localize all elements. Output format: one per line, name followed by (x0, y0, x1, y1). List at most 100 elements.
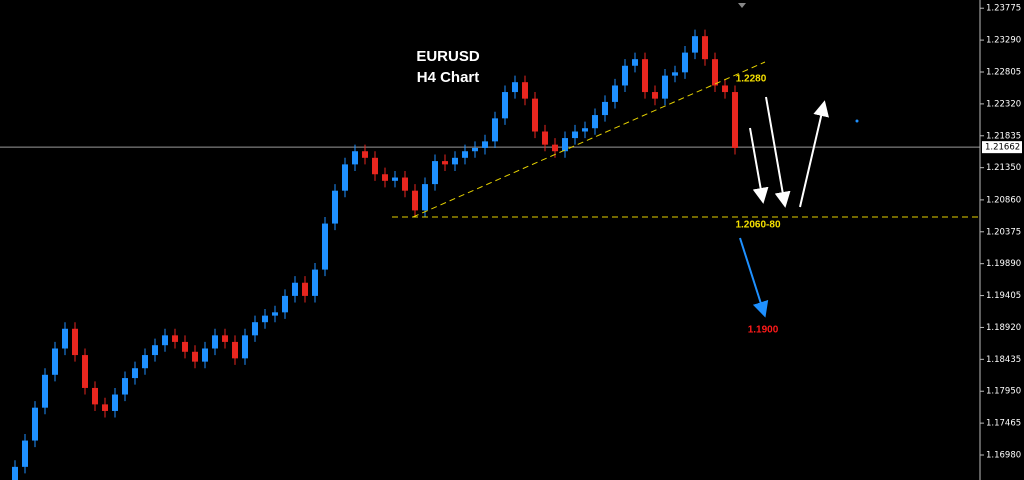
candle-body (52, 348, 58, 375)
chart-subtitle: H4 Chart (417, 69, 480, 86)
candle-body (562, 138, 568, 152)
candle-body (132, 368, 138, 379)
candle-body (412, 190, 418, 211)
candle-body (612, 85, 618, 102)
y-tick-label: 1.21835 (986, 131, 1021, 141)
candle-body (402, 177, 408, 191)
annotation: 1.2280 (736, 74, 767, 85)
candle-body (732, 92, 738, 148)
y-tick-label: 1.23775 (986, 4, 1021, 14)
candle-body (642, 59, 648, 93)
y-tick-label: 1.20860 (986, 195, 1021, 205)
arrow-down (765, 96, 791, 208)
candle-body (212, 335, 218, 349)
candle-body (682, 52, 688, 73)
candle-body (72, 328, 78, 356)
annotation: 1.2060-80 (735, 220, 780, 231)
candle-body (442, 161, 448, 165)
y-tick-label: 1.22805 (986, 68, 1021, 78)
candle-body (22, 440, 28, 467)
candle-body (672, 72, 678, 76)
y-tick-label: 1.22320 (986, 99, 1021, 109)
candle-body (592, 115, 598, 129)
shift-marker (738, 3, 746, 8)
y-tick-label: 1.19890 (986, 259, 1021, 269)
candle-body (282, 295, 288, 313)
candle-body (332, 190, 338, 224)
annotation: 1.1900 (748, 325, 779, 336)
candle-body (572, 131, 578, 139)
candle-body (232, 341, 238, 359)
candle-body (502, 92, 508, 119)
candle-body (312, 269, 318, 296)
candle-body (222, 335, 228, 342)
candle-body (542, 131, 548, 145)
candle-body (472, 147, 478, 152)
trend-line (412, 61, 766, 218)
candle-body (322, 223, 328, 270)
candle-body (192, 351, 198, 362)
candle-body (462, 151, 468, 158)
y-tick-label: 1.17950 (986, 387, 1021, 397)
candle-body (182, 341, 188, 352)
candle-body (702, 36, 708, 60)
candle-body (382, 174, 388, 181)
current-price-label: 1.21662 (985, 143, 1020, 153)
y-tick-label: 1.18920 (986, 323, 1021, 333)
y-tick-label: 1.20375 (986, 227, 1021, 237)
candle-body (512, 82, 518, 93)
y-tick-label: 1.19405 (986, 291, 1021, 301)
candle-body (522, 82, 528, 99)
arrow-down-blue (739, 237, 769, 318)
candle-body (622, 65, 628, 86)
arrow-down (749, 127, 769, 204)
y-tick-label: 1.16980 (986, 451, 1021, 461)
candle-body (12, 466, 18, 480)
candle-body (582, 128, 588, 132)
candle-body (652, 92, 658, 99)
candle-body (32, 407, 38, 441)
candle-body (722, 85, 728, 93)
candle-body (422, 184, 428, 211)
candle-body (262, 315, 268, 323)
candle-body (112, 394, 118, 411)
candle-body (392, 177, 398, 181)
candle-body (242, 335, 248, 359)
candle-body (662, 75, 668, 99)
candle-body (62, 328, 68, 349)
y-tick-label: 1.21350 (986, 163, 1021, 173)
candle-body (152, 345, 158, 356)
candle-body (352, 151, 358, 165)
candle-body (162, 335, 168, 346)
y-tick-label: 1.18435 (986, 355, 1021, 365)
candle-body (452, 157, 458, 165)
candle-body (142, 355, 148, 369)
candle-body (92, 387, 98, 405)
candle-body (532, 98, 538, 132)
candle-body (122, 378, 128, 395)
candle-body (552, 144, 558, 152)
candle-body (712, 59, 718, 86)
candle-body (432, 161, 438, 185)
y-tick-label: 1.23290 (986, 36, 1021, 46)
plot-area (0, 29, 980, 480)
candle-body (492, 118, 498, 142)
candle-body (362, 151, 368, 158)
candle-body (302, 282, 308, 296)
candle-body (342, 164, 348, 191)
candle-body (202, 348, 208, 362)
candle-body (172, 335, 178, 342)
candle-body (102, 404, 108, 411)
current-price-box (982, 141, 1022, 154)
candle-body (632, 59, 638, 66)
y-tick-label: 1.17465 (986, 419, 1021, 429)
candle-body (292, 282, 298, 296)
candle-body (272, 312, 278, 316)
dot (855, 119, 859, 123)
chart-title: EURUSD (416, 48, 480, 65)
arrow-up (799, 100, 829, 208)
candle-body (252, 322, 258, 336)
